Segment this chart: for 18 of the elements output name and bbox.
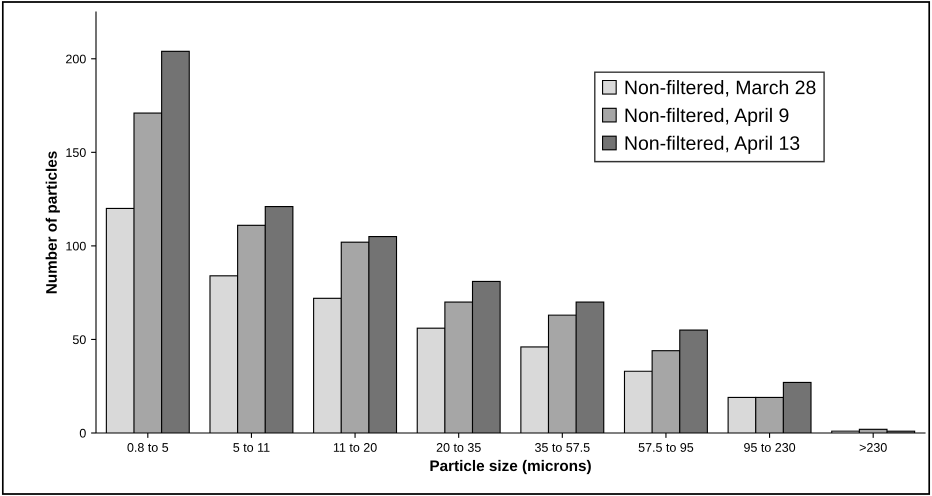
x-tick-label: 35 to 57.5 [534, 443, 590, 452]
x-tick-label: 0.8 to 5 [127, 443, 168, 452]
x-tick-label: 95 to 230 [744, 443, 796, 452]
y-tick-label: 200 [66, 54, 86, 64]
x-axis-title: Particle size (microns) [430, 460, 591, 474]
y-tick-label: 100 [66, 242, 86, 251]
x-tick-label: 11 to 20 [334, 443, 377, 452]
y-tick-label: 0 [80, 428, 86, 438]
legend-label: Non-filtered, April 9 [626, 108, 788, 126]
y-axis-title: Number of particles [46, 151, 60, 294]
x-tick-label: 57.5 to 95 [638, 443, 694, 452]
x-tick-label: >230 [860, 443, 887, 452]
x-tick-label: 5 to 11 [233, 443, 270, 452]
y-tick-label: 50 [72, 335, 86, 344]
y-tick-label: 150 [66, 148, 86, 157]
x-tick-label: 20 to 35 [436, 443, 481, 452]
legend-label: Non-filtered, March 28 [626, 80, 816, 97]
legend-label: Non-filtered, April 13 [626, 136, 800, 154]
